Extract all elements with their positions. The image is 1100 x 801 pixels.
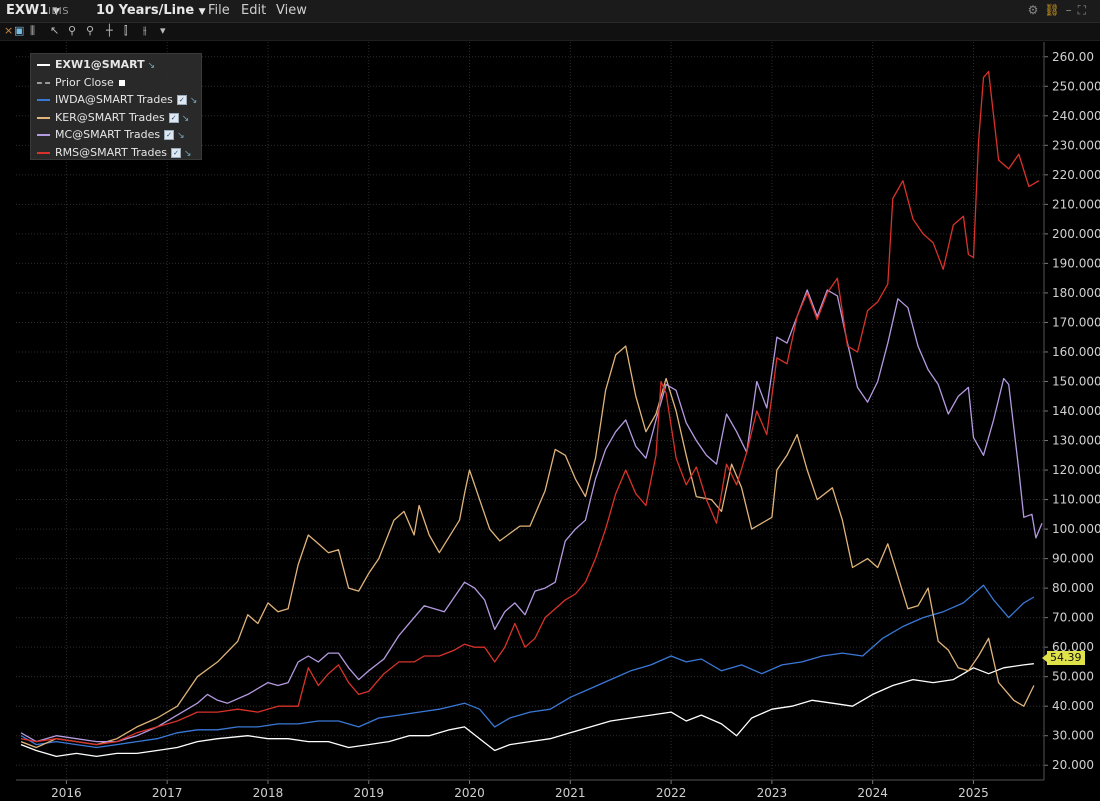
legend-swatch xyxy=(37,99,50,101)
legend-entry[interactable]: MC@SMART Trades ✓ ↘ xyxy=(37,128,185,144)
y-tick-label: 100.000 xyxy=(1052,522,1100,536)
y-tick-label: 150.000 xyxy=(1052,374,1100,388)
legend-swatch xyxy=(37,116,50,119)
exchange-label: IBIS xyxy=(48,6,70,17)
checkbox-icon[interactable]: ✓ xyxy=(176,95,187,105)
y-tick-label: 230.000 xyxy=(1052,138,1100,152)
minimize-icon[interactable]: – xyxy=(1065,3,1078,17)
arrow-icon[interactable]: ↘ xyxy=(189,96,198,106)
zoom-in-icon[interactable]: ⚲ xyxy=(68,24,77,37)
x-tick-label: 2025 xyxy=(958,786,989,800)
y-tick-label: 120.000 xyxy=(1052,463,1100,477)
gear-icon[interactable]: ⚙ xyxy=(1027,3,1045,17)
checkbox-icon[interactable]: ✓ xyxy=(171,147,182,158)
y-tick-label: 190.000 xyxy=(1052,256,1100,270)
y-tick-label: 80.000 xyxy=(1052,581,1094,595)
series-line-ker xyxy=(20,345,1035,749)
y-tick-label: 140.000 xyxy=(1052,404,1100,418)
legend-swatch xyxy=(37,64,50,66)
symbol-label: EXW1 xyxy=(6,3,49,18)
legend-entry[interactable]: IWDA@SMART Trades ✓ ↘ xyxy=(37,93,197,109)
square-icon xyxy=(118,79,125,86)
chart-toolbar: × ▣ ⫼ ↖ ⚲ ⚲ ┼ ⫿ ⫲ ▾ xyxy=(0,23,1100,41)
legend-label: KER@SMART Trades xyxy=(55,110,165,124)
y-tick-label: 30.000 xyxy=(1052,729,1094,743)
y-tick-label: 20.000 xyxy=(1052,758,1094,772)
y-tick-label: 70.000 xyxy=(1052,611,1094,625)
y-tick-label: 160.000 xyxy=(1052,345,1100,359)
x-tick-label: 2022 xyxy=(656,786,687,800)
y-tick-label: 180.000 xyxy=(1052,286,1100,300)
cursor-icon[interactable]: ↖ xyxy=(50,24,60,37)
x-tick-label: 2018 xyxy=(253,786,284,800)
x-tick-label: 2017 xyxy=(152,786,183,800)
window-controls: ⚙⛓–⛶ xyxy=(1028,3,1092,18)
legend-label: RMS@SMART Trades xyxy=(55,145,168,159)
y-tick-label: 90.000 xyxy=(1052,552,1094,566)
legend-entry[interactable]: Prior Close xyxy=(37,76,125,92)
period-label: 10 Years/Line xyxy=(96,3,195,18)
menu-file[interactable]: File xyxy=(208,3,230,18)
y-tick-label: 260.00 xyxy=(1052,50,1094,64)
y-tick-label: 240.000 xyxy=(1052,109,1100,123)
link-icon[interactable]: ⛓ xyxy=(1044,3,1066,17)
legend-label: MC@SMART Trades xyxy=(55,128,161,141)
chevron-down-icon: ▼ xyxy=(52,7,60,17)
legend-entry[interactable]: KER@SMART Trades ✓ ↘ xyxy=(37,111,189,127)
last-value-label: 54.39 xyxy=(1042,651,1085,665)
legend-label: Prior Close xyxy=(55,75,114,89)
y-tick-label: 110.000 xyxy=(1052,493,1100,507)
arrow-icon[interactable]: ↘ xyxy=(184,148,192,159)
y-tick-label: 250.000 xyxy=(1052,79,1100,93)
window-titlebar: EXW1 ▼ IBIS 10 Years/Line ▼ File Edit Vi… xyxy=(0,0,1100,23)
x-tick-label: 2020 xyxy=(454,786,485,800)
x-tick-label: 2021 xyxy=(555,786,586,800)
arrow-icon[interactable]: ↘ xyxy=(181,113,190,124)
checkbox-icon[interactable]: ✓ xyxy=(168,112,179,123)
legend-label: IWDA@SMART Trades xyxy=(55,93,173,106)
y-tick-label: 50.000 xyxy=(1052,670,1094,684)
legend-entry[interactable]: EXW1@SMART ↘ xyxy=(37,58,155,74)
chart-legend: EXW1@SMART ↘ Prior Close IWDA@SMART Trades ✓… xyxy=(30,53,202,160)
zoom-out-icon[interactable]: ⚲ xyxy=(86,24,95,37)
arrow-icon[interactable]: ↘ xyxy=(147,61,156,71)
legend-entry[interactable]: RMS@SMART Trades ✓ ↘ xyxy=(37,146,192,162)
y-tick-label: 200.000 xyxy=(1052,227,1100,241)
arrow-icon[interactable]: ↘ xyxy=(177,131,185,141)
y-tick-label: 220.000 xyxy=(1052,168,1100,182)
series-line-iwda xyxy=(20,584,1035,749)
x-tick-label: 2019 xyxy=(353,786,384,800)
y-tick-label: 130.000 xyxy=(1052,434,1100,448)
crosshair-icon[interactable]: ┼ xyxy=(106,24,113,37)
menu-edit[interactable]: Edit xyxy=(241,3,267,18)
x-tick-label: 2016 xyxy=(51,786,82,800)
checkbox-icon[interactable]: ✓ xyxy=(164,130,175,140)
series-line-rms xyxy=(20,70,1040,746)
x-tick-label: 2023 xyxy=(757,786,788,800)
y-tick-label: 210.000 xyxy=(1052,197,1100,211)
series-line-exw1 xyxy=(20,663,1034,758)
legend-label: EXW1@SMART xyxy=(55,58,145,71)
period-selector[interactable]: 10 Years/Line ▼ xyxy=(96,3,206,18)
x-tick-label: 2024 xyxy=(857,786,888,800)
chevron-down-icon: ▼ xyxy=(198,7,206,17)
bar-chart-icon[interactable]: ⫼ xyxy=(30,24,36,37)
legend-swatch xyxy=(37,134,50,136)
y-tick-label: 170.000 xyxy=(1052,315,1100,329)
y-tick-label: 60.000 xyxy=(1052,640,1094,654)
info-icon[interactable]: ▣ xyxy=(14,24,25,37)
series-line-mc xyxy=(20,289,1043,743)
candle-icon[interactable]: ⫿ xyxy=(124,24,128,37)
symbol-selector[interactable]: EXW1 ▼ xyxy=(6,3,60,18)
close-icon[interactable]: × xyxy=(4,24,14,37)
menu-view[interactable]: View xyxy=(276,3,307,18)
legend-swatch xyxy=(37,81,50,84)
split-icon[interactable]: ⫲ xyxy=(143,24,147,37)
dropdown-icon[interactable]: ▾ xyxy=(160,24,166,37)
legend-swatch xyxy=(37,151,50,154)
y-tick-label: 40.000 xyxy=(1052,699,1094,713)
maximize-icon[interactable]: ⛶ xyxy=(1077,3,1092,17)
